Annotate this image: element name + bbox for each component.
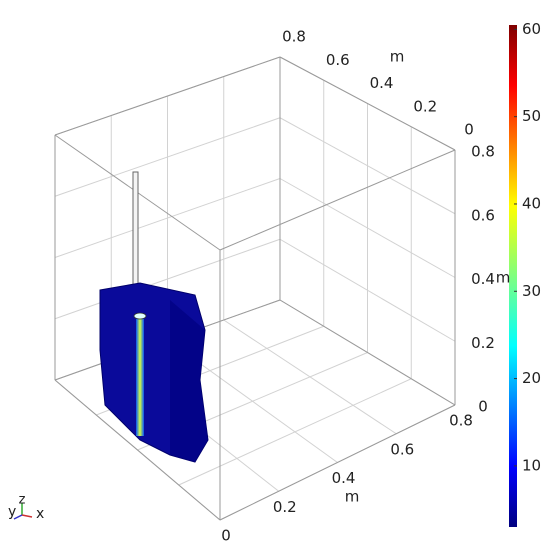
z-tick-label: 0.8	[471, 143, 495, 161]
colorbar	[509, 25, 517, 527]
triad-label: y	[8, 504, 16, 520]
grid-line	[279, 238, 456, 342]
box-edge	[279, 56, 456, 151]
x-tick-label: 0.6	[390, 440, 414, 458]
x-axis-label: m	[345, 488, 360, 506]
box-edge	[219, 404, 456, 521]
y-tick-label: 0.6	[326, 51, 350, 69]
y-tick-label: 0.8	[282, 28, 306, 46]
grid-line	[54, 238, 281, 320]
electrode-shaft	[132, 171, 139, 291]
colorbar-tick-label: 40	[522, 194, 541, 212]
domain-side	[170, 300, 208, 462]
z-tick-label: 0.6	[471, 206, 495, 224]
grid-line	[279, 178, 456, 278]
y-tick-label: 0.4	[370, 74, 394, 92]
grid-line	[54, 178, 281, 258]
y-tick-label: 0	[464, 121, 474, 139]
colorbar-tick-label: 30	[522, 282, 541, 300]
triad-label: z	[19, 493, 26, 508]
labels: 0 0.2 0.4 0.6 0.8 0 0.2 0.4 0.6 0.8 0 0.2 0.4 0.6 0.8 m…	[221, 20, 541, 545]
electrode-tip	[133, 312, 147, 320]
x-tick-label: 0.2	[273, 498, 297, 516]
box-edge	[219, 149, 456, 251]
colorbar-tick-label: 60	[522, 20, 541, 38]
colorbar-tick-label: 10	[522, 456, 541, 474]
y-axis-label: m	[390, 48, 405, 66]
colorbar-tick-label: 50	[522, 107, 541, 125]
z-axis-label: m	[496, 269, 511, 287]
grid-line	[178, 378, 412, 486]
axis-triad: y z x	[8, 493, 44, 523]
triad-label: x	[36, 506, 44, 522]
z-tick-label: 0	[478, 398, 488, 416]
x-tick-label: 0	[221, 527, 231, 545]
grid-line	[279, 117, 456, 215]
grid-line	[54, 117, 281, 197]
box-edge	[54, 56, 281, 136]
box-edge	[54, 379, 221, 521]
y-tick-label: 0.2	[413, 97, 437, 115]
z-tick-label: 0.2	[471, 334, 495, 352]
x-tick-label: 0.4	[332, 469, 356, 487]
hot-zone	[136, 316, 144, 436]
colorbar-tick-label: 20	[522, 369, 541, 387]
box-edge	[279, 299, 456, 406]
x-tick-label: 0.8	[449, 412, 473, 430]
z-tick-label: 0.4	[471, 270, 495, 288]
